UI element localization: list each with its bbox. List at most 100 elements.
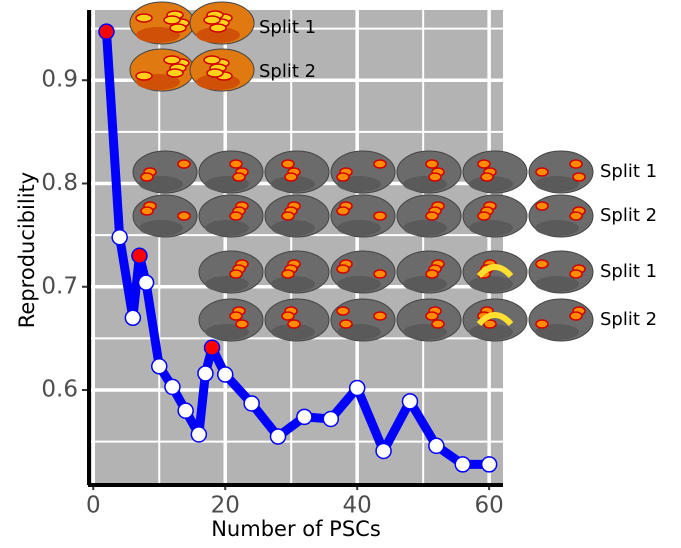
brain-map xyxy=(198,150,264,194)
point xyxy=(269,428,287,445)
brain-lobe xyxy=(403,220,447,236)
y-tick-label: 0.7 xyxy=(41,273,78,299)
brain-lobe xyxy=(271,220,315,236)
activation xyxy=(163,55,181,65)
activation xyxy=(572,172,586,182)
brain-lobe xyxy=(469,176,513,192)
activation xyxy=(569,211,583,221)
point xyxy=(401,393,419,410)
brain-map xyxy=(129,48,195,92)
brain-map xyxy=(264,194,330,238)
y-tick-label: 0.6 xyxy=(41,377,78,403)
y-tick-label: 0.9 xyxy=(41,67,78,93)
brain-map xyxy=(132,150,198,194)
activation xyxy=(373,211,387,221)
brain-lobe xyxy=(205,324,249,340)
activation xyxy=(135,13,153,23)
x-tick-label: 60 xyxy=(475,493,504,519)
activation xyxy=(177,211,191,221)
brain-map xyxy=(528,250,594,294)
activation xyxy=(336,264,350,274)
activation xyxy=(569,269,583,279)
point xyxy=(203,339,221,356)
point xyxy=(322,410,340,428)
activation xyxy=(425,269,439,279)
brain-map xyxy=(189,1,255,45)
point xyxy=(296,408,313,426)
brain-lobe xyxy=(271,276,315,292)
brain-map xyxy=(462,298,528,342)
activation xyxy=(569,159,583,169)
point xyxy=(137,274,155,291)
activation xyxy=(535,201,549,211)
activation xyxy=(336,206,350,216)
activation xyxy=(336,172,350,182)
brain-lobe xyxy=(469,324,513,340)
line xyxy=(101,31,490,469)
point xyxy=(454,456,472,473)
activation xyxy=(373,159,387,169)
activation xyxy=(284,172,298,182)
activation xyxy=(140,172,154,182)
activation xyxy=(425,311,439,321)
brain-map xyxy=(264,250,330,294)
activation xyxy=(169,23,187,33)
activation xyxy=(480,172,494,182)
brain-map xyxy=(396,150,462,194)
brain-map xyxy=(264,298,330,342)
point xyxy=(177,402,194,419)
brain-map xyxy=(132,194,198,238)
activation xyxy=(339,319,353,329)
annotation: Split 2 xyxy=(259,61,316,82)
point xyxy=(375,442,392,460)
activation xyxy=(177,159,191,169)
brain-map xyxy=(528,194,594,238)
activation xyxy=(476,312,514,327)
activation xyxy=(203,55,221,65)
activation xyxy=(431,319,445,329)
point xyxy=(151,358,168,375)
activation xyxy=(287,319,301,329)
annotation: Split 1 xyxy=(259,17,316,38)
brain-map xyxy=(528,298,594,342)
brain-lobe xyxy=(196,27,240,43)
point xyxy=(348,379,366,397)
activation xyxy=(425,211,439,221)
x-tick-label: 0 xyxy=(86,493,101,519)
brain-map xyxy=(198,298,264,342)
activation xyxy=(373,269,387,279)
activation xyxy=(281,159,295,169)
annotation: Split 2 xyxy=(600,309,657,330)
brain-map xyxy=(330,150,396,194)
point xyxy=(131,247,148,265)
brain-map xyxy=(462,250,528,294)
brain-lobe xyxy=(139,220,183,236)
brain-map xyxy=(396,194,462,238)
brain-map xyxy=(528,150,594,194)
activation xyxy=(140,206,154,216)
brain-map xyxy=(330,194,396,238)
brain-lobe xyxy=(205,276,249,292)
brain-lobe xyxy=(469,220,513,236)
activation xyxy=(483,319,497,329)
activation xyxy=(229,269,243,279)
brain-map xyxy=(462,150,528,194)
activation xyxy=(229,311,243,321)
brain-lobe xyxy=(337,220,381,236)
activation xyxy=(281,211,295,221)
brain-map xyxy=(198,250,264,294)
activation xyxy=(373,311,387,321)
brain-map xyxy=(462,194,528,238)
activation xyxy=(535,259,549,269)
activation xyxy=(203,15,221,25)
brain-map xyxy=(330,298,396,342)
x-tick-label: 20 xyxy=(211,493,240,519)
brain-lobe xyxy=(535,176,579,192)
activation xyxy=(229,211,243,221)
activation xyxy=(163,15,181,25)
y-axis-title: Reproducibility xyxy=(15,172,39,328)
activation xyxy=(281,269,295,279)
brain-lobe xyxy=(205,220,249,236)
brain-map xyxy=(330,250,396,294)
